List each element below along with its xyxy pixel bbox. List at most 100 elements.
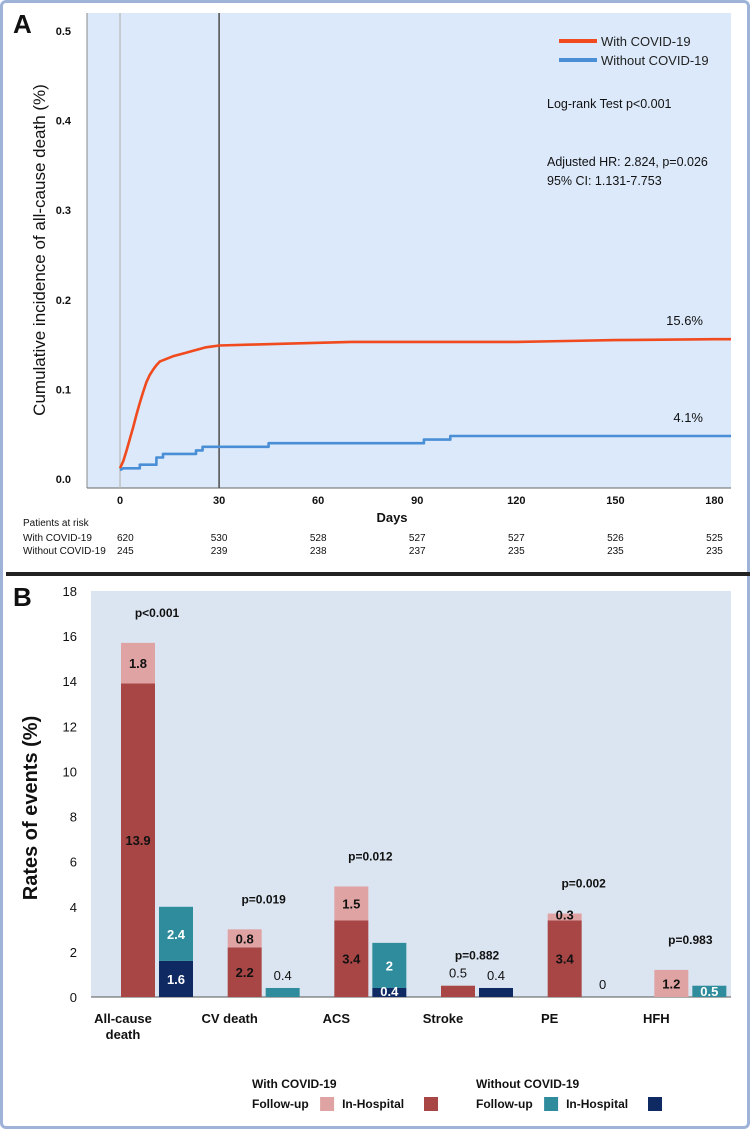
series-end-label-without-covid-19: 4.1% [673,410,703,425]
panel-a-y-tick-label: 0.3 [56,205,71,217]
legend-swatch-without-covid-19-in-hospital [648,1097,662,1111]
panel-b-y-tick-label: 16 [63,629,77,644]
bar-value-label: 3.4 [342,952,361,967]
at-risk-value: 620 [117,533,134,544]
bar-all-cause-death-without-covid-19-follow-up [159,906,193,961]
panel-a-y-tick-label: 0.0 [56,474,71,486]
at-risk-value: 238 [310,546,327,557]
panel-a-x-tick-label: 60 [312,495,324,507]
bar-value-label: 1.2 [662,976,680,991]
panel-b-y-tick-label: 10 [63,764,77,779]
bar-value-label: 2.4 [167,927,186,942]
bar-value-label: 0.5 [700,984,718,999]
legend-item-label: Follow-up [476,1097,533,1111]
panel-b-y-axis-title: Rates of events (%) [20,716,42,901]
panel-b-y-tick-label: 8 [70,810,77,825]
at-risk-value: 528 [310,533,327,544]
panel-a-y-tick-label: 0.1 [56,384,71,396]
at-risk-value: 245 [117,546,134,557]
panel-a-y-tick-label: 0.2 [56,295,71,307]
panel-a-x-tick-label: 120 [507,495,525,507]
at-risk-row-label: Without COVID-19 [23,546,106,557]
at-risk-value: 239 [211,546,228,557]
legend-item-label: Follow-up [252,1097,309,1111]
bar-all-cause-death-without-covid-19-in-hospital [159,960,193,997]
panel-b-y-tick-label: 12 [63,719,77,734]
p-value-label: p=0.983 [668,933,713,947]
legend-item-label: In-Hospital [566,1097,628,1111]
stat-annotation: Adjusted HR: 2.824, p=0.026 [547,155,708,169]
panel-b-y-tick-label: 6 [70,855,77,870]
category-label: Stroke [423,1011,463,1026]
panel-a-y-axis-title: Cumulative incidence of all-cause death … [30,84,49,416]
series-end-label-with-covid-19: 15.6% [666,313,703,328]
bar-value-label: 1.8 [129,656,147,671]
bar-value-label: 1.5 [342,896,360,911]
legend-label-without-covid-19: Without COVID-19 [601,53,709,68]
stat-annotation: Log-rank Test p<0.001 [547,97,672,111]
series-line-with-covid-19 [118,337,731,469]
bar-hfh-without-covid-19-follow-up [692,985,727,997]
legend-label-with-covid-19: With COVID-19 [601,34,691,49]
bar-pe-with-covid-19-in-hospital [547,920,582,997]
at-risk-row-label: With COVID-19 [23,533,92,544]
bar-value-label: 0.3 [556,907,574,922]
bar-stroke-with-covid-19-in-hospital [441,985,475,997]
p-value-label: p=0.019 [241,892,286,906]
category-label: PE [541,1011,559,1026]
panel-a-plot-area [87,13,731,488]
p-value-label: p=0.882 [455,949,500,963]
bar-cv-death-with-covid-19-in-hospital [227,947,262,997]
panel-separator [6,572,750,576]
figure-canvas: 0.00.10.20.30.40.5 0 30 60 90 120 150 180 15.6… [6,9,750,1111]
at-risk-value: 527 [508,533,525,544]
at-risk-value: 235 [706,546,723,557]
at-risk-value: 530 [211,533,228,544]
legend-swatch-with-covid-19-in-hospital [424,1097,438,1111]
bar-value-label: 1.6 [167,972,185,987]
panel-b-y-tick-label: 14 [63,674,77,689]
panel-b-y-tick-label: 18 [63,584,77,599]
bar-value-label: 0 [599,977,606,992]
panel-a-x-axis-title: Days [376,510,407,525]
bar-acs-without-covid-19-follow-up [372,942,407,988]
panel-a-y-tick-label: 0.4 [56,116,72,128]
series-line-without-covid-19 [119,434,731,472]
stat-annotation: 95% CI: 1.131-7.753 [547,174,662,188]
legend-swatch-with-covid-19-follow-up [320,1097,335,1111]
p-value-label: p=0.012 [348,849,393,863]
legend-group-title: Without COVID-19 [476,1077,580,1091]
legend-group-title: With COVID-19 [252,1077,337,1091]
bar-value-label: 13.9 [125,833,150,848]
panel-a-x-tick-label: 0 [117,495,123,507]
at-risk-value: 235 [607,546,624,557]
bar-cv-death-without-covid-19-follow-up [265,987,300,997]
at-risk-value: 237 [409,546,426,557]
bar-value-label: 2.2 [236,965,254,980]
p-value-label: p<0.001 [135,606,180,620]
bar-value-label: 0.5 [449,966,467,981]
category-label: CV death [201,1011,257,1026]
panel-b-label: B [13,582,32,612]
legend-item-label: In-Hospital [342,1097,404,1111]
panel-b-y-tick-label: 0 [70,990,77,1005]
bar-hfh-with-covid-19-follow-up [654,969,689,997]
category-label: HFH [643,1011,670,1026]
bar-value-label: 3.4 [556,952,575,967]
panel-a-x-tick-label: 180 [705,495,723,507]
bar-pe-with-covid-19-follow-up [547,913,582,921]
panel-b-y-tick-label: 4 [70,900,77,915]
at-risk-value: 527 [409,533,426,544]
panel-a-x-tick-label: 30 [213,495,225,507]
bar-acs-without-covid-19-in-hospital [372,987,407,997]
bar-value-label: 0.4 [487,968,505,983]
panel-b-plot-area [91,591,731,997]
legend-swatch-without-covid-19-follow-up [544,1097,559,1111]
panel-a-label: A [13,9,32,39]
bar-cv-death-with-covid-19-follow-up [227,929,262,948]
bar-stroke-without-covid-19-in-hospital [479,987,513,997]
bar-value-label: 0.8 [236,931,254,946]
bar-acs-with-covid-19-in-hospital [334,920,369,997]
category-label: death [106,1027,141,1042]
